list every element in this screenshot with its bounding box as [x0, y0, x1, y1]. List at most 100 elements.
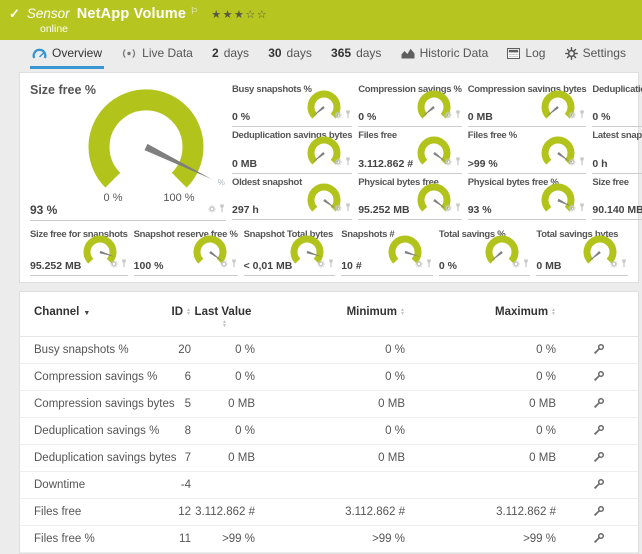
- pin-icon[interactable]: [328, 255, 334, 273]
- channel-settings-wrench-icon[interactable]: [593, 370, 605, 385]
- channel-settings-wrench-icon[interactable]: [593, 451, 605, 466]
- gear-icon[interactable]: [444, 106, 452, 124]
- tab-number: 2: [212, 46, 219, 60]
- pin-icon[interactable]: [579, 199, 585, 217]
- cell-min: 3.112.862 #: [345, 506, 405, 518]
- channel-settings-wrench-icon[interactable]: [593, 424, 605, 439]
- column-header-min[interactable]: Minimum ▲ ▼: [255, 304, 405, 337]
- tile-icon-group: [444, 199, 461, 217]
- gauge-title: Oldest snapshot: [232, 176, 302, 188]
- channel-settings-wrench-icon[interactable]: [593, 505, 605, 520]
- gauge-tile-physical-bytes-free: Physical bytes free 95.252 MB: [358, 174, 462, 220]
- tile-icon-group: [220, 255, 237, 273]
- pin-icon[interactable]: [345, 199, 351, 217]
- cell-last: 3.112.862 #: [195, 506, 255, 518]
- column-header-max[interactable]: Maximum ▲ ▼: [405, 304, 556, 337]
- tile-icon-group: [208, 200, 225, 218]
- gear-icon[interactable]: [568, 106, 576, 124]
- gear-icon[interactable]: [610, 255, 618, 273]
- gear-icon[interactable]: [512, 255, 520, 273]
- column-header-channel[interactable]: Channel ▼: [20, 304, 140, 337]
- channel-settings-wrench-icon[interactable]: [593, 343, 605, 358]
- cell-id: 7: [184, 452, 191, 464]
- cell-max: 0 %: [536, 344, 556, 356]
- gauges-panel: Size free % % 0 % 100 % 93 % Busy snapsh…: [19, 72, 642, 283]
- channel-settings-wrench-icon[interactable]: [593, 478, 605, 493]
- tab-live-data[interactable]: Live Data: [119, 40, 195, 69]
- cell-id: 12: [178, 506, 191, 518]
- pin-icon[interactable]: [523, 255, 529, 273]
- cell-channel: Downtime: [34, 479, 86, 491]
- tab-365-days[interactable]: 365 days: [329, 40, 383, 69]
- gauge-value: 0 %: [438, 260, 457, 272]
- pin-icon[interactable]: [231, 255, 237, 273]
- cell-min: 0 MB: [378, 452, 405, 464]
- tile-icon-group: [610, 255, 627, 273]
- gear-icon[interactable]: [568, 199, 576, 217]
- tab-overview[interactable]: Overview: [30, 40, 105, 69]
- priority-stars[interactable]: ★★★☆☆: [211, 9, 269, 21]
- gauge-tile-size-free-pct: Size free % % 0 % 100 % 93 %: [30, 81, 226, 221]
- gauge-value: < 0,01 MB: [243, 260, 293, 272]
- channel-settings-wrench-icon[interactable]: [593, 397, 605, 412]
- gauge-value: 0 h: [592, 157, 608, 170]
- gear-icon[interactable]: [220, 255, 228, 273]
- channel-row-deduplication-savings: Deduplication savings % 8 0 % 0 % 0 %: [20, 418, 638, 445]
- pin-icon[interactable]: [455, 106, 461, 124]
- cell-max: 3.112.862 #: [496, 506, 556, 518]
- tab-log[interactable]: Log: [505, 40, 547, 69]
- pin-icon[interactable]: [455, 199, 461, 217]
- pin-icon[interactable]: [579, 106, 585, 124]
- tab-historic-data[interactable]: Historic Data: [399, 40, 491, 69]
- gauge-title: Total savings %: [438, 229, 506, 240]
- gauge-tile-latest-snapshot: Latest snapshot 0 h: [592, 127, 642, 174]
- gear-icon[interactable]: [110, 255, 118, 273]
- pin-icon[interactable]: [621, 255, 627, 273]
- tab-2-days[interactable]: 2 days: [210, 40, 251, 69]
- cell-last: 0 %: [235, 344, 255, 356]
- pin-icon[interactable]: [121, 255, 127, 273]
- gear-icon[interactable]: [444, 199, 452, 217]
- pin-icon[interactable]: [345, 106, 351, 124]
- tab-number: 365: [331, 46, 352, 60]
- column-header-id[interactable]: ID ▲ ▼: [140, 304, 191, 337]
- pin-icon[interactable]: [426, 255, 432, 273]
- gauge-dial: [417, 183, 451, 212]
- gear-icon[interactable]: [415, 255, 423, 273]
- gear-icon[interactable]: [334, 106, 342, 124]
- pin-icon[interactable]: [219, 200, 225, 218]
- cell-max: [405, 472, 556, 499]
- gear-icon[interactable]: [317, 255, 325, 273]
- pin-icon[interactable]: [579, 153, 585, 171]
- pin-icon[interactable]: [455, 153, 461, 171]
- sort-icon: ▲ ▼: [551, 306, 556, 317]
- gauge-title: Files free %: [467, 130, 518, 142]
- column-header-last[interactable]: Last Value ▲ ▼: [191, 304, 255, 337]
- tile-icon-group: [415, 255, 432, 273]
- gauge-title: Snapshot reserve free %: [133, 229, 238, 240]
- gauge-title: Snapshots #: [341, 229, 395, 240]
- gear-icon[interactable]: [208, 200, 216, 218]
- gauge-tile-busy-snapshots: Busy snapshots % 0 %: [232, 81, 353, 128]
- tab-label: Overview: [52, 46, 103, 60]
- gear-icon[interactable]: [334, 199, 342, 217]
- cell-min: 0 MB: [378, 398, 405, 410]
- gauge-tile-deduplication-savings: Deduplication savings % 0 %: [592, 81, 642, 128]
- gauge-dial: [290, 235, 324, 264]
- pin-icon[interactable]: [345, 153, 351, 171]
- cell-last: [191, 472, 255, 499]
- cell-max: 0 MB: [529, 452, 556, 464]
- cell-last: 0 MB: [228, 452, 255, 464]
- svg-text:%: %: [218, 178, 225, 187]
- cell-last: 0 MB: [228, 398, 255, 410]
- tab-30-days[interactable]: 30 days: [266, 40, 314, 69]
- gauge-title: Files free: [358, 130, 397, 142]
- cell-min: 0 %: [385, 371, 405, 383]
- sort-icon: ▲ ▼: [400, 306, 405, 317]
- gear-icon[interactable]: [334, 153, 342, 171]
- gear-icon[interactable]: [568, 153, 576, 171]
- channel-settings-wrench-icon[interactable]: [593, 532, 605, 547]
- gear-icon[interactable]: [444, 153, 452, 171]
- tab-settings[interactable]: Settings: [563, 40, 628, 69]
